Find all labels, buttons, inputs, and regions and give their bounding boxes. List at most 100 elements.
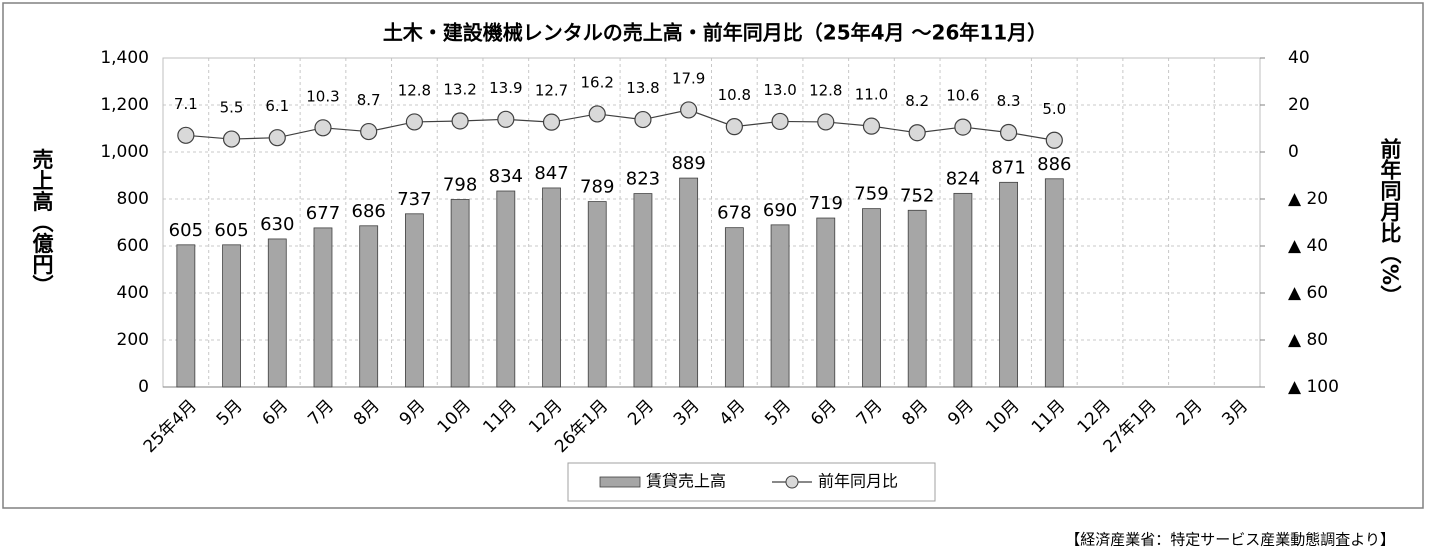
- bar: [679, 177, 699, 388]
- line-value-label: 16.2: [581, 73, 614, 91]
- line-point: [177, 126, 195, 144]
- bar-value-label: 847: [534, 163, 568, 184]
- bar-value-label: 719: [809, 193, 843, 214]
- bar-value-label: 737: [397, 189, 431, 210]
- line-value-label: 8.2: [905, 92, 929, 110]
- legend-label: 賃貸売上高: [646, 472, 726, 491]
- bar: [176, 244, 196, 388]
- line-point: [360, 122, 378, 141]
- bar: [724, 227, 744, 388]
- bar-value-label: 630: [260, 214, 294, 235]
- bar-value-label: 823: [626, 169, 660, 190]
- line-value-label: 10.3: [306, 87, 339, 105]
- legend-label: 前年同月比: [818, 472, 898, 491]
- bar: [816, 217, 836, 388]
- bar: [450, 199, 470, 388]
- line-point: [817, 113, 835, 131]
- line-value-label: 10.8: [718, 86, 751, 104]
- line-point: [680, 101, 698, 119]
- bar: [770, 224, 790, 388]
- y-tick-label: 400: [117, 283, 149, 303]
- y2-axis-label: 前年同月比（%）: [1378, 137, 1403, 306]
- bar: [999, 181, 1019, 388]
- line-point: [314, 119, 332, 137]
- y-tick-label: 600: [117, 236, 149, 256]
- bar-value-label: 752: [900, 185, 934, 206]
- line-point: [1000, 123, 1018, 142]
- line-value-label: 7.1: [174, 95, 198, 113]
- line-value-label: 13.0: [763, 81, 796, 99]
- y-axis-label: 売上高（億円）: [30, 149, 54, 296]
- line-point: [222, 130, 241, 148]
- y-tick-label: 200: [117, 330, 149, 350]
- y2-tick-label: ▲ 100: [1288, 377, 1339, 397]
- line-point: [497, 110, 515, 128]
- y-tick-label: 0: [138, 377, 149, 397]
- line-point: [268, 129, 286, 147]
- source-note: 【経済産業省：特定サービス産業動態調査より】: [1065, 531, 1395, 549]
- line-point: [542, 113, 561, 131]
- legend-box: [567, 462, 936, 502]
- y2-tick-label: ▲ 60: [1288, 283, 1328, 303]
- bar-value-label: 678: [717, 203, 751, 224]
- line-point: [405, 113, 423, 131]
- bar: [496, 190, 516, 388]
- line-value-label: 8.3: [997, 92, 1021, 110]
- bar: [542, 187, 561, 388]
- line-value-label: 13.2: [443, 80, 476, 98]
- bar-value-label: 677: [306, 203, 340, 224]
- chart-title: 土木・建設機械レンタルの売上高・前年同月比（25年4月 〜26年11月）: [383, 21, 1047, 45]
- bar: [313, 227, 333, 388]
- line-point: [588, 105, 606, 123]
- y2-tick-label: ▲ 20: [1288, 189, 1328, 209]
- bar: [907, 209, 927, 388]
- legend-swatch: [599, 476, 641, 488]
- bar-value-label: 824: [946, 168, 980, 189]
- line-value-label: 12.8: [809, 81, 842, 99]
- y-tick-label: 1,000: [100, 142, 149, 162]
- bar: [862, 208, 881, 388]
- bar-value-label: 690: [763, 200, 797, 221]
- chart-frame: [2, 2, 1424, 509]
- bar: [267, 238, 287, 388]
- line-point: [862, 117, 881, 135]
- line-point: [725, 118, 743, 136]
- y-tick-label: 1,200: [100, 95, 149, 115]
- y2-tick-label: ▲ 40: [1288, 236, 1328, 256]
- line-value-label: 10.6: [946, 87, 979, 105]
- line-value-label: 5.5: [220, 99, 244, 117]
- line-point: [771, 112, 789, 131]
- line-value-label: 12.7: [535, 82, 568, 100]
- bar: [587, 201, 607, 388]
- line-point: [1045, 131, 1063, 149]
- bar-value-label: 871: [991, 157, 1025, 178]
- line-point: [908, 124, 926, 142]
- y2-tick-label: 0: [1288, 142, 1299, 162]
- bar: [633, 193, 653, 388]
- bar: [222, 244, 241, 388]
- bar-value-label: 789: [580, 177, 614, 198]
- line-point: [451, 112, 469, 130]
- bar-value-label: 759: [854, 184, 888, 205]
- line-value-label: 13.8: [626, 79, 659, 97]
- y2-tick-label: 20: [1288, 95, 1310, 115]
- line-value-label: 17.9: [672, 69, 705, 87]
- y2-tick-label: 40: [1288, 48, 1310, 68]
- bar-value-label: 886: [1037, 154, 1071, 175]
- y-tick-label: 800: [117, 189, 149, 209]
- bar: [1044, 178, 1064, 388]
- line-value-label: 8.7: [357, 91, 381, 109]
- bar: [953, 192, 973, 388]
- bar-value-label: 798: [443, 174, 477, 195]
- bar-value-label: 686: [352, 201, 386, 222]
- line-value-label: 5.0: [1042, 100, 1066, 118]
- bar-value-label: 605: [169, 220, 203, 241]
- bar-value-label: 834: [489, 166, 523, 187]
- y2-tick-label: ▲ 80: [1288, 330, 1328, 350]
- bar: [404, 213, 424, 388]
- line-value-label: 11.0: [855, 86, 888, 104]
- legend-swatch-point: [785, 475, 799, 489]
- line-value-label: 6.1: [265, 97, 289, 115]
- bar-value-label: 889: [671, 153, 705, 174]
